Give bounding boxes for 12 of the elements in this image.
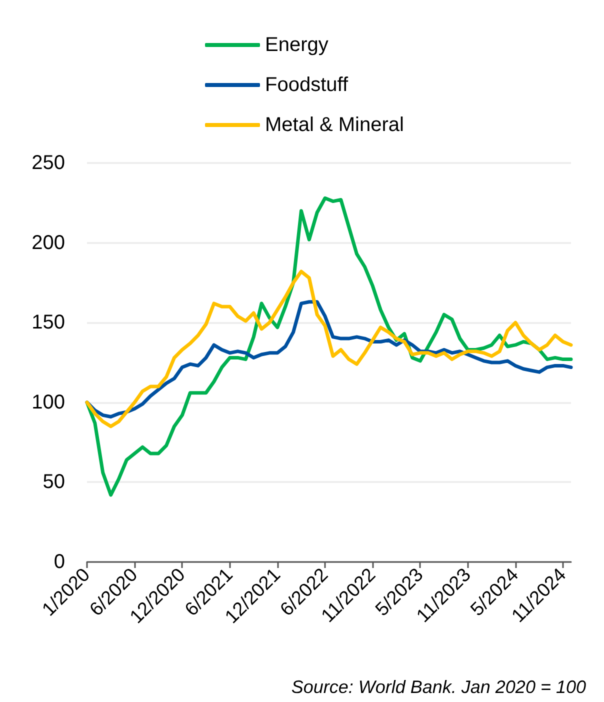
y-tick-label: 150 [32,312,65,334]
legend-label: Foodstuff [265,74,348,96]
line-series [85,270,573,428]
y-tick-label: 100 [32,391,65,414]
y-tick-label: 250 [32,152,65,174]
source-note: Source: World Bank. Jan 2020 = 100 [291,677,586,697]
legend-label: Metal & Mineral [265,114,404,136]
y-tick-label: 50 [42,471,65,494]
y-tick-label: 0 [54,551,65,573]
line-series [85,196,573,497]
y-tick-label: 200 [32,232,65,254]
legend-label: Energy [265,34,328,56]
